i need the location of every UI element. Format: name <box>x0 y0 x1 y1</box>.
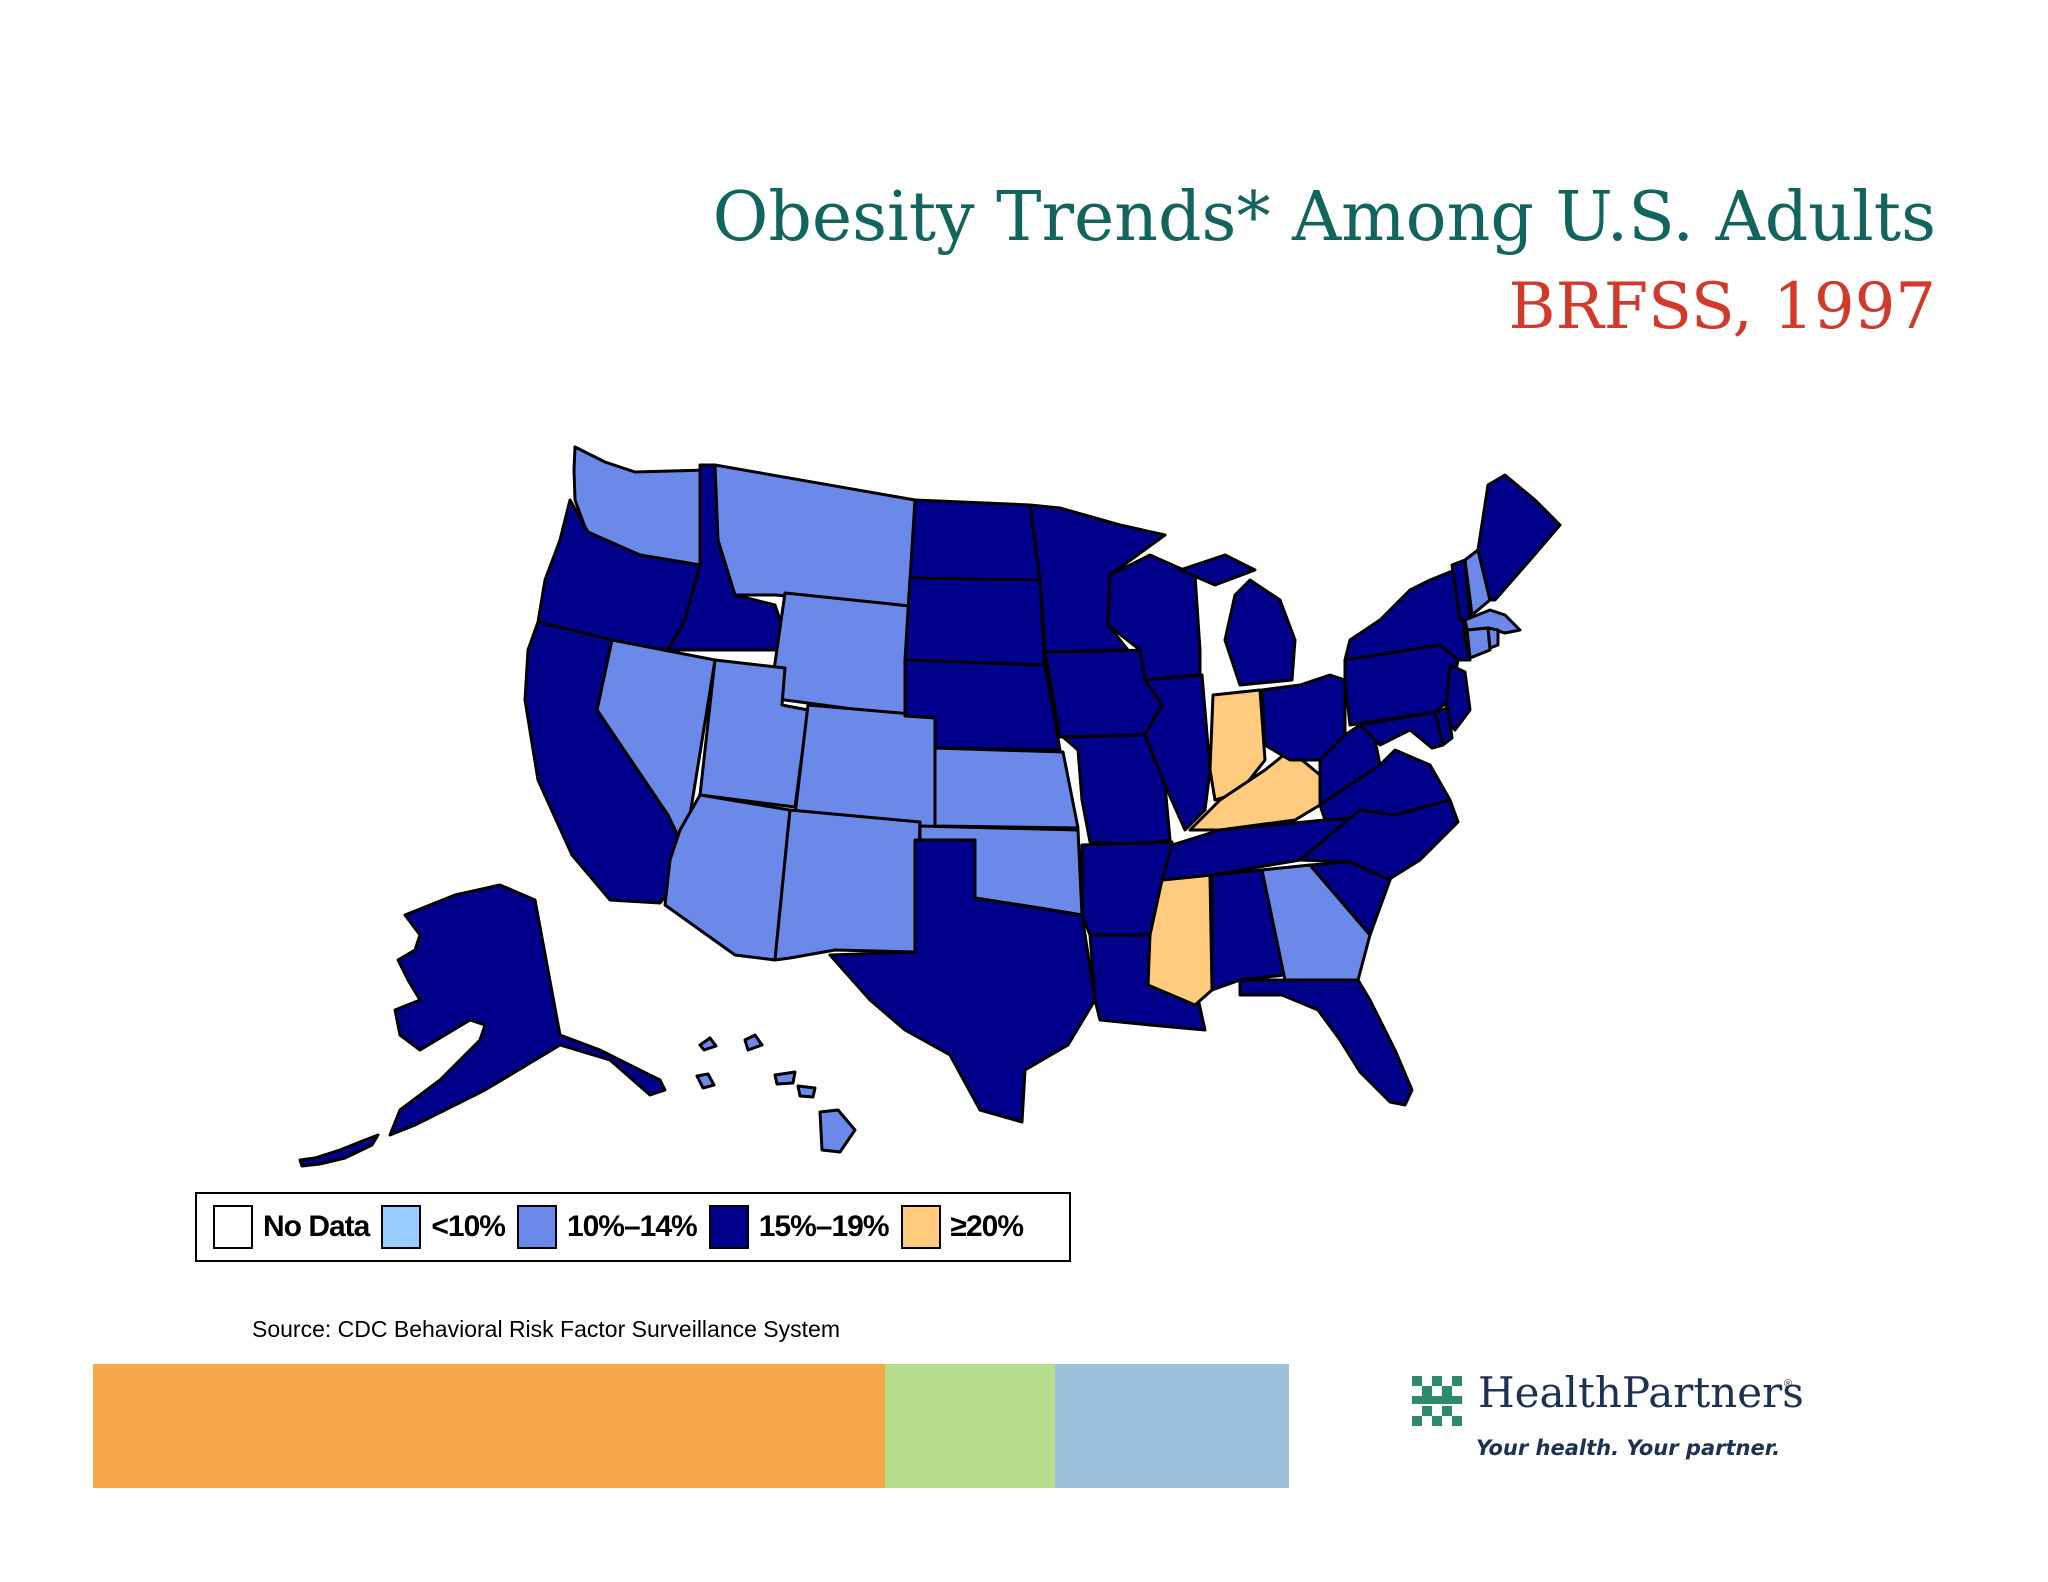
state-il <box>1143 673 1212 832</box>
state-nd <box>908 498 1042 582</box>
footer-bar-orange <box>93 1364 885 1488</box>
map-legend: No Data <10% 10%–14% 15%–19% ≥20% <box>195 1192 1071 1262</box>
legend-label: ≥20% <box>950 1210 1025 1243</box>
legend-item: 15%–19% <box>708 1205 890 1249</box>
state-hi <box>695 1033 857 1154</box>
legend-label: <10% <box>431 1210 506 1243</box>
legend-swatch <box>381 1205 422 1249</box>
state-ms <box>1146 873 1214 1007</box>
state-sc <box>1308 860 1392 937</box>
state-va <box>1318 748 1452 822</box>
logo-registered-mark: ® <box>1784 1378 1793 1390</box>
logo-name: HealthPartners <box>1478 1368 1804 1417</box>
legend-item: 10%–14% <box>516 1205 698 1249</box>
healthpartners-mark-icon <box>1412 1376 1462 1426</box>
state-wy <box>768 591 912 718</box>
state-tx <box>828 838 1097 1124</box>
map-title: Obesity Trends* Among U.S. Adults <box>712 178 1936 257</box>
legend-swatch <box>516 1205 557 1249</box>
footer-bar-blue <box>1055 1364 1289 1488</box>
state-nm <box>773 808 922 962</box>
legend-item: <10% <box>381 1205 506 1249</box>
state-sd <box>903 576 1047 672</box>
footer-bar-green <box>885 1364 1055 1488</box>
legend-label: No Data <box>263 1210 370 1243</box>
legend-swatch <box>213 1205 253 1249</box>
state-ny <box>1343 566 1472 662</box>
state-fl <box>1238 978 1414 1107</box>
state-ri <box>1486 626 1500 650</box>
state-mt <box>713 463 917 608</box>
legend-label: 10%–14% <box>566 1210 698 1243</box>
legend-item: No Data <box>213 1205 370 1249</box>
logo-tagline: Your health. Your partner. <box>1476 1436 1781 1460</box>
state-mi <box>1178 553 1297 687</box>
healthpartners-logo: HealthPartners ® Your health. Your partn… <box>1412 1368 1832 1483</box>
legend-swatch <box>900 1205 941 1249</box>
state-co <box>793 703 937 830</box>
legend-label: 15%–19% <box>758 1210 890 1243</box>
state-ak <box>298 883 667 1168</box>
state-ct <box>1465 626 1492 660</box>
legend-item: ≥20% <box>900 1205 1025 1249</box>
state-me <box>1476 473 1562 602</box>
map-subtitle: BRFSS, 1997 <box>1508 270 1936 344</box>
source-note: Source: CDC Behavioral Risk Factor Surve… <box>252 1316 840 1342</box>
state-de <box>1433 706 1454 747</box>
state-ga <box>1260 863 1372 982</box>
state-ks <box>933 746 1080 830</box>
us-obesity-map <box>298 445 1562 1168</box>
legend-swatch <box>708 1205 749 1249</box>
